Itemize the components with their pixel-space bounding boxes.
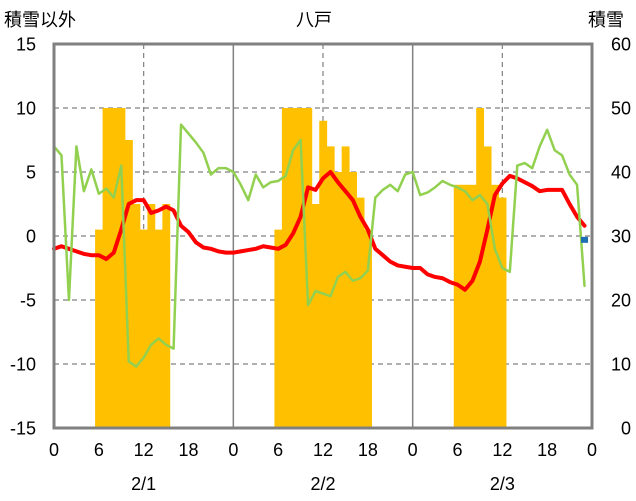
snow-depth-bar: [162, 204, 171, 428]
snow-depth-bar: [461, 184, 470, 428]
snow-depth-bar: [95, 229, 103, 428]
date-label: 2/3: [490, 474, 515, 494]
date-label: 2/1: [131, 474, 156, 494]
snow-depth-bar: [476, 108, 485, 428]
x-tick-label: 12: [492, 440, 512, 460]
snow-depth-bar: [304, 108, 313, 428]
chart-title: 八戸: [296, 10, 332, 30]
right-y-tick-label: 30: [611, 227, 631, 247]
snow-depth-bar: [296, 108, 305, 428]
x-tick-label: 18: [537, 440, 557, 460]
snow-depth-bar: [147, 204, 156, 428]
snow-depth-bar: [311, 204, 320, 428]
snow-depth-bar: [274, 229, 283, 428]
snow-depth-bar: [289, 108, 298, 428]
snow-depth-bar: [326, 146, 335, 428]
x-tick-label: 0: [228, 440, 238, 460]
snow-depth-bar: [139, 229, 148, 428]
x-tick-label: 18: [178, 440, 198, 460]
right-y-tick-label: 50: [611, 99, 631, 119]
snow-depth-bar: [364, 229, 372, 428]
snow-depth-bar: [491, 184, 499, 428]
x-tick-label: 0: [49, 440, 59, 460]
right-y-tick-label: 0: [621, 419, 631, 439]
snow-depth-bar: [349, 172, 358, 428]
left-y-tick-label: 10: [16, 99, 36, 119]
snow-depth-bar: [124, 140, 133, 428]
blue-series-marker: [581, 236, 589, 243]
snow-depth-bar: [483, 146, 492, 428]
right-y-tick-label: 10: [611, 355, 631, 375]
left-y-tick-label: -15: [10, 419, 36, 439]
date-label: 2/2: [310, 474, 335, 494]
snow-depth-bar: [468, 184, 477, 428]
snow-depth-bar: [117, 108, 126, 428]
red-series-line: [52, 170, 587, 292]
snow-depth-bar: [281, 108, 290, 428]
left-y-tick-label: -10: [10, 355, 36, 375]
x-tick-label: 6: [94, 440, 104, 460]
right-y-tick-label: 60: [611, 35, 631, 55]
left-axis-label: 積雪以外: [4, 10, 76, 30]
x-tick-label: 0: [408, 440, 418, 460]
right-y-tick-label: 20: [611, 291, 631, 311]
snow-depth-bar: [154, 229, 163, 428]
x-tick-label: 6: [273, 440, 283, 460]
snow-depth-bar: [102, 108, 111, 428]
plot-frame: [52, 42, 594, 430]
snow-depth-bar: [319, 120, 328, 429]
x-tick-label: 6: [452, 440, 462, 460]
snow-depth-bar: [341, 146, 350, 428]
green-series-line: [52, 123, 586, 368]
snow-depth-bar: [132, 204, 141, 428]
right-y-tick-label: 40: [611, 163, 631, 183]
snow-depth-bar: [334, 172, 343, 428]
x-tick-label: 12: [134, 440, 154, 460]
left-y-tick-label: 5: [26, 163, 36, 183]
right-axis-label: 積雪: [588, 10, 624, 30]
snow-depth-bar: [453, 184, 462, 428]
snow-depth-bar: [110, 108, 118, 428]
snow-depth-bar: [356, 197, 365, 428]
x-tick-label: 18: [358, 440, 378, 460]
left-y-tick-label: -5: [20, 291, 36, 311]
left-y-tick-label: 15: [16, 35, 36, 55]
x-tick-label: 12: [313, 440, 333, 460]
x-tick-label: 0: [587, 440, 597, 460]
snow-depth-bar: [498, 197, 507, 428]
left-y-tick-label: 0: [26, 227, 36, 247]
